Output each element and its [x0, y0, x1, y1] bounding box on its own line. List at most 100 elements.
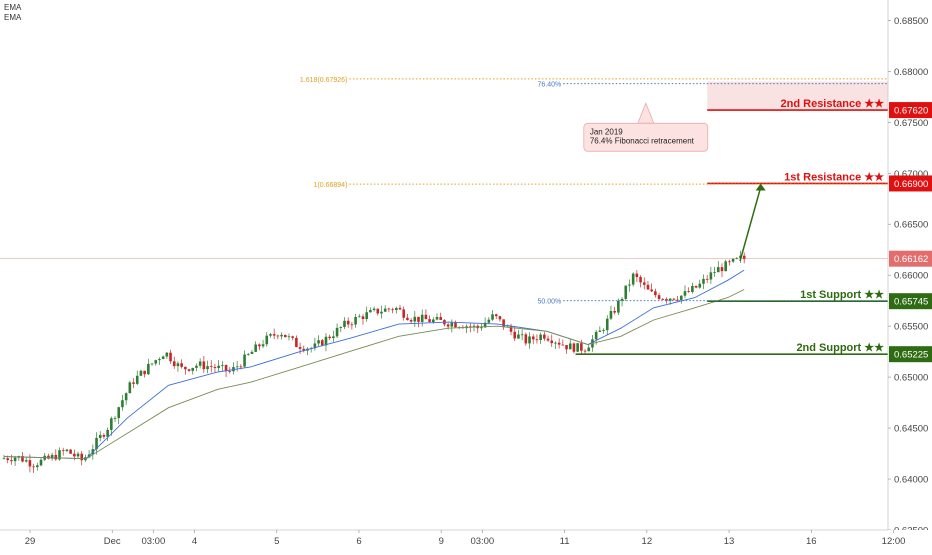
candle[interactable]	[587, 344, 591, 352]
candle[interactable]	[654, 288, 657, 298]
candle[interactable]	[369, 307, 372, 313]
candle[interactable]	[691, 282, 694, 294]
candle[interactable]	[517, 329, 520, 339]
candle[interactable]	[406, 313, 409, 321]
candle[interactable]	[394, 306, 398, 314]
candle[interactable]	[261, 339, 265, 349]
candle[interactable]	[428, 315, 431, 323]
candle[interactable]	[346, 317, 350, 328]
candle[interactable]	[328, 334, 331, 341]
candle[interactable]	[106, 427, 109, 441]
candle[interactable]	[728, 259, 731, 266]
candle[interactable]	[206, 360, 209, 374]
candle[interactable]	[439, 312, 443, 321]
candle[interactable]	[235, 361, 239, 372]
candle[interactable]	[135, 370, 139, 386]
candle[interactable]	[350, 322, 354, 330]
candle[interactable]	[454, 320, 457, 328]
candle[interactable]	[491, 310, 494, 321]
candle[interactable]	[102, 433, 106, 439]
candle[interactable]	[320, 338, 324, 347]
candle[interactable]	[272, 328, 276, 340]
candle[interactable]	[354, 313, 357, 328]
candle[interactable]	[317, 335, 320, 347]
candle[interactable]	[609, 305, 613, 321]
candle[interactable]	[605, 315, 609, 335]
candle[interactable]	[165, 352, 169, 359]
candle[interactable]	[672, 298, 676, 301]
candle[interactable]	[657, 292, 661, 301]
candle[interactable]	[13, 455, 17, 466]
candle[interactable]	[735, 257, 739, 260]
candle[interactable]	[265, 331, 269, 347]
candle[interactable]	[258, 343, 261, 351]
candle[interactable]	[195, 363, 198, 372]
candle[interactable]	[687, 287, 690, 293]
candle[interactable]	[198, 358, 202, 369]
candle[interactable]	[361, 314, 365, 325]
candle[interactable]	[298, 342, 302, 355]
candle[interactable]	[391, 307, 394, 314]
candle[interactable]	[150, 363, 154, 366]
candle[interactable]	[665, 297, 668, 304]
candle[interactable]	[683, 285, 687, 299]
candle[interactable]	[124, 392, 128, 406]
candle[interactable]	[554, 341, 557, 349]
candle[interactable]	[565, 344, 568, 354]
candle[interactable]	[283, 334, 287, 338]
candle[interactable]	[50, 452, 54, 461]
candle[interactable]	[417, 316, 420, 328]
candle[interactable]	[661, 297, 665, 300]
ema-fast-line[interactable]	[3, 269, 745, 460]
candle[interactable]	[302, 345, 306, 353]
candle[interactable]	[724, 259, 727, 272]
candle[interactable]	[154, 359, 158, 366]
candle[interactable]	[702, 274, 705, 290]
candle[interactable]	[635, 270, 639, 282]
candle[interactable]	[602, 328, 605, 334]
candle[interactable]	[576, 343, 579, 352]
candle[interactable]	[531, 334, 535, 345]
candle[interactable]	[528, 332, 531, 349]
candle[interactable]	[139, 369, 143, 377]
candle[interactable]	[280, 332, 283, 340]
candle[interactable]	[676, 296, 679, 302]
candle[interactable]	[624, 285, 628, 301]
candle[interactable]	[398, 304, 402, 310]
candle[interactable]	[413, 310, 417, 327]
candle[interactable]	[121, 394, 124, 411]
candle[interactable]	[376, 308, 380, 316]
candle[interactable]	[332, 330, 335, 342]
candle[interactable]	[557, 338, 561, 349]
candle[interactable]	[158, 357, 161, 365]
candle[interactable]	[276, 334, 280, 340]
candle[interactable]	[568, 339, 572, 350]
candle[interactable]	[191, 367, 195, 375]
candle[interactable]	[65, 448, 69, 453]
candle[interactable]	[217, 360, 220, 372]
candle[interactable]	[61, 447, 65, 456]
candle[interactable]	[180, 359, 183, 369]
candle[interactable]	[246, 352, 250, 356]
candle[interactable]	[324, 333, 328, 352]
candle[interactable]	[598, 326, 602, 332]
candle[interactable]	[221, 361, 224, 371]
candle[interactable]	[742, 252, 746, 264]
candle[interactable]	[380, 305, 383, 319]
candle[interactable]	[372, 306, 376, 312]
candle[interactable]	[402, 306, 406, 321]
candle[interactable]	[450, 319, 454, 333]
candle[interactable]	[250, 349, 254, 355]
candle[interactable]	[269, 332, 272, 338]
candle[interactable]	[716, 261, 720, 273]
candle[interactable]	[550, 334, 554, 347]
candle[interactable]	[143, 370, 146, 378]
candle[interactable]	[357, 314, 361, 318]
candle[interactable]	[650, 283, 653, 293]
ema-slow-line[interactable]	[3, 289, 745, 460]
candle[interactable]	[335, 323, 339, 339]
candle[interactable]	[435, 313, 439, 321]
candle[interactable]	[646, 281, 650, 290]
candle[interactable]	[387, 307, 391, 313]
